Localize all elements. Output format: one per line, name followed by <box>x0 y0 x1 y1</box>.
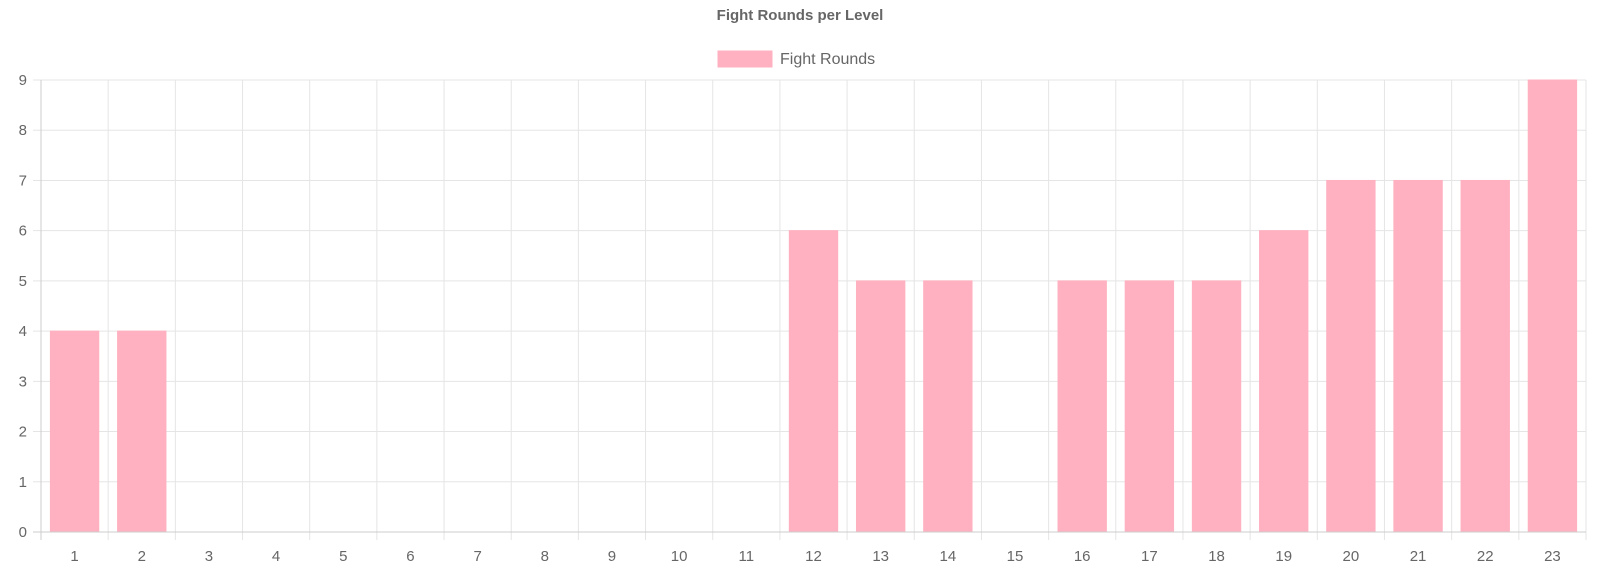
bar-level-22[interactable] <box>1460 179 1510 533</box>
x-tick-label: 1 <box>70 548 78 565</box>
x-tick-label: 2 <box>138 548 146 565</box>
x-tick-label: 23 <box>1544 548 1561 565</box>
bar-level-12[interactable] <box>788 230 839 533</box>
y-tick-label: 4 <box>19 323 27 340</box>
bar-level-21[interactable] <box>1393 179 1443 533</box>
x-tick-label: 22 <box>1477 548 1494 565</box>
x-tick-label: 11 <box>739 548 755 565</box>
x-tick-label: 16 <box>1074 548 1091 565</box>
x-tick-label: 8 <box>541 548 549 565</box>
x-tick-label: 21 <box>1410 548 1427 565</box>
bars <box>49 79 1578 533</box>
x-tick-label: 7 <box>473 548 481 565</box>
x-tick-label: 13 <box>872 548 889 565</box>
x-tick-label: 12 <box>805 548 822 565</box>
x-tick-label: 10 <box>671 548 688 565</box>
y-tick-label: 0 <box>19 524 27 541</box>
bar-level-17[interactable] <box>1124 280 1175 533</box>
x-tick-label: 6 <box>406 548 414 565</box>
y-tick-label: 1 <box>19 474 27 491</box>
x-tick-label: 14 <box>940 548 957 565</box>
bar-level-18[interactable] <box>1191 280 1242 533</box>
y-axis-ticks: 0 1 2 3 4 5 6 7 8 9 <box>19 72 27 541</box>
y-tick-label: 2 <box>19 424 27 441</box>
x-axis-ticks: 1 2 3 4 5 6 7 8 9 10 11 12 13 14 15 16 17 18 19 20 21 22 23 <box>70 548 1560 565</box>
bar-level-1[interactable] <box>49 330 100 533</box>
x-tick-label: 5 <box>339 548 347 565</box>
x-tick-label: 20 <box>1343 548 1360 565</box>
x-tick-label: 18 <box>1208 548 1225 565</box>
bar-level-23[interactable] <box>1527 79 1578 533</box>
x-tick-label: 19 <box>1275 548 1292 565</box>
y-tick-label: 3 <box>19 373 27 390</box>
y-tick-label: 7 <box>19 172 27 189</box>
x-tick-label: 15 <box>1007 548 1024 565</box>
x-tick-label: 9 <box>608 548 616 565</box>
bar-level-20[interactable] <box>1326 179 1376 533</box>
y-tick-label: 5 <box>19 273 27 290</box>
y-tick-label: 9 <box>19 72 27 89</box>
legend-label-fight-rounds: Fight Rounds <box>780 51 875 68</box>
x-tick-label: 3 <box>205 548 213 565</box>
axes <box>40 80 1586 533</box>
bar-level-13[interactable] <box>855 280 906 533</box>
bar-level-2[interactable] <box>117 330 167 533</box>
x-tick-label: 4 <box>272 548 280 565</box>
bar-level-16[interactable] <box>1057 280 1107 533</box>
legend-swatch-fight-rounds <box>717 50 773 68</box>
bar-level-19[interactable] <box>1259 230 1309 533</box>
chart-title: Fight Rounds per Level <box>717 7 884 24</box>
y-tick-label: 6 <box>19 223 27 240</box>
bar-level-14[interactable] <box>923 280 973 533</box>
x-tick-label: 17 <box>1141 548 1158 565</box>
y-tick-label: 8 <box>19 122 27 139</box>
legend[interactable]: Fight Rounds <box>717 50 875 68</box>
